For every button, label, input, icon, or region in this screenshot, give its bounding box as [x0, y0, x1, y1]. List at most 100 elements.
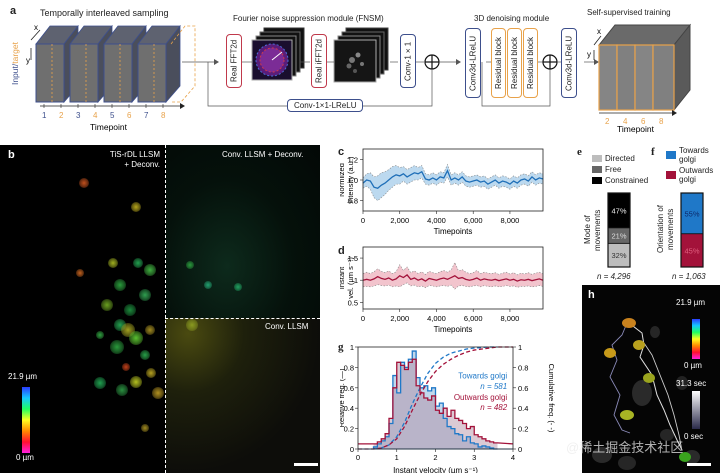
y-tick-label-right: 0 [518, 445, 522, 454]
fluorescent-spot [101, 299, 113, 311]
segment-label: 47% [611, 206, 626, 215]
fluorescent-spot [122, 363, 130, 371]
colorbar-max-label: 21.9 µm [8, 372, 38, 381]
ifft-block: Real iFFT2d [311, 34, 327, 88]
fluorescent-spot [141, 424, 149, 432]
legend-outwards: Outwards golgi [454, 393, 508, 402]
panel-e-letter: e [577, 146, 582, 158]
fourier-spectrum-stack [251, 27, 305, 81]
legend-towards: Towards golgi [458, 372, 507, 381]
fluorescent-spot [129, 331, 143, 345]
filtered-image-stack [333, 27, 389, 83]
y-tick-label: 0.5 [348, 298, 358, 307]
legend-e: Directed Free Constrained [592, 153, 648, 186]
ssl-timepoint-tick-label: 2 [605, 117, 610, 126]
legend-towards-n: n = 581 [480, 382, 507, 391]
n-label-f: n = 1,063 [672, 272, 706, 281]
conv3d-block-in: Conv3d-LReLU [465, 28, 481, 98]
fluorescent-spot [152, 387, 164, 399]
legend-outwards-n: n = 482 [480, 403, 507, 412]
panel-b-letter: b [8, 149, 15, 161]
cdf-line-outwards [358, 346, 513, 450]
legend-swatch [592, 155, 602, 162]
plot-frame [362, 246, 544, 310]
y-tick-label-right: 1 [518, 343, 522, 352]
timepoint-labels: 1 2 3 4 5 6 7 8 [42, 104, 166, 120]
fluorescent-spot [146, 368, 156, 378]
x-tick-label: 0 [356, 453, 360, 462]
scale-bar [294, 463, 318, 466]
trajectory-svg [592, 318, 700, 470]
x-tick-label: 4,000 [427, 314, 446, 323]
y-axis-label: Instant [340, 266, 346, 289]
x-tick-label: 6,000 [464, 314, 483, 323]
fluorescent-spot [140, 350, 150, 360]
conv-llsm-region [165, 318, 320, 473]
timepoint-tick-label: 2 [59, 111, 64, 120]
x-tick-label: 4 [511, 453, 515, 462]
y-axis-label-right: Cumulative freq. (- -) [547, 364, 555, 433]
legend-swatch [592, 166, 602, 173]
scale-bar-h [687, 463, 711, 466]
x-tick-label: 4,000 [427, 216, 446, 225]
legend-item: Towards golgi [666, 146, 713, 164]
depth-min-label: 0 µm [684, 361, 702, 370]
sampling-title: Temporally interleaved sampling [40, 8, 169, 18]
xy-axes-icon [30, 29, 41, 60]
particle-marker [620, 410, 634, 420]
y-tick-label: 1 [354, 276, 358, 285]
y-tick-label: 0.8 [344, 363, 354, 372]
residual-block-1: Residual block [491, 28, 506, 98]
watermark: @稀土掘金技术社区 [566, 440, 684, 455]
chart-c: 0 2,000 4,000 6,000 8,000 0.8 1.0 1.2 Timepoints… [340, 148, 544, 236]
input-volume-stacks [35, 24, 196, 104]
stack-frame [607, 192, 631, 268]
fluorescent-spot [133, 258, 143, 268]
stack-frame [680, 192, 704, 268]
legend-item: Free [592, 164, 648, 175]
y-axis-label: vel. (µm s⁻¹) [346, 257, 355, 299]
x-axis-label: Timepoints [434, 227, 473, 236]
timepoint-tick-label: 1 [42, 111, 47, 120]
fft-block: Real FFT2d [226, 34, 242, 88]
y-axis-label: Normlized [340, 163, 346, 197]
timepoint-tick-label: 8 [161, 111, 166, 120]
timepoint-label: Timepoint [90, 122, 128, 132]
histogram-step-outwards [358, 358, 514, 445]
fluorescent-spot [144, 264, 156, 276]
svg-text:y: y [587, 50, 591, 59]
y-tick-label: 0.2 [344, 425, 354, 434]
legend-swatch [666, 171, 676, 179]
fluorescent-spot [108, 258, 118, 268]
x-tick-label: 2,000 [390, 216, 409, 225]
particle-marker [622, 318, 636, 328]
panel-a-letter: a [10, 5, 17, 17]
depth-colorbar-h [692, 319, 700, 359]
fluorescent-spot [79, 178, 89, 188]
particle-marker [679, 452, 691, 462]
divider-horizontal [165, 318, 320, 319]
conv3d-block-out: Conv3d-LReLU [561, 28, 577, 98]
legend-item: Outwards golgi [666, 166, 713, 184]
ylabel-e: Mode of movements [583, 209, 602, 251]
target-outline [170, 25, 196, 103]
legend-item: Directed [592, 153, 648, 164]
y-tick-label-right: 0.2 [518, 425, 528, 434]
x-tick-label: 0 [361, 314, 365, 323]
fluorescent-spot [139, 289, 151, 301]
chart-f: 45% 55% [680, 192, 704, 268]
x-tick-label: 2 [433, 453, 437, 462]
fluorescent-spot [76, 269, 84, 277]
fluorescent-spot [96, 331, 104, 339]
timepoint-tick-label: 4 [93, 111, 98, 120]
legend-swatch [592, 177, 602, 184]
divider-vertical [165, 145, 166, 473]
svg-text:x: x [597, 27, 601, 36]
time-min-label: 0 sec [684, 432, 704, 441]
depth-max-label: 21.9 µm [676, 298, 706, 307]
volume-front [35, 43, 65, 103]
ssl-timepoint-label: Timepoint [617, 124, 655, 134]
residual-block-2: Residual block [507, 28, 522, 98]
label-tis-rdl: TiS-rDL LLSM + Deconv. [109, 150, 160, 169]
mean-line [362, 169, 544, 189]
